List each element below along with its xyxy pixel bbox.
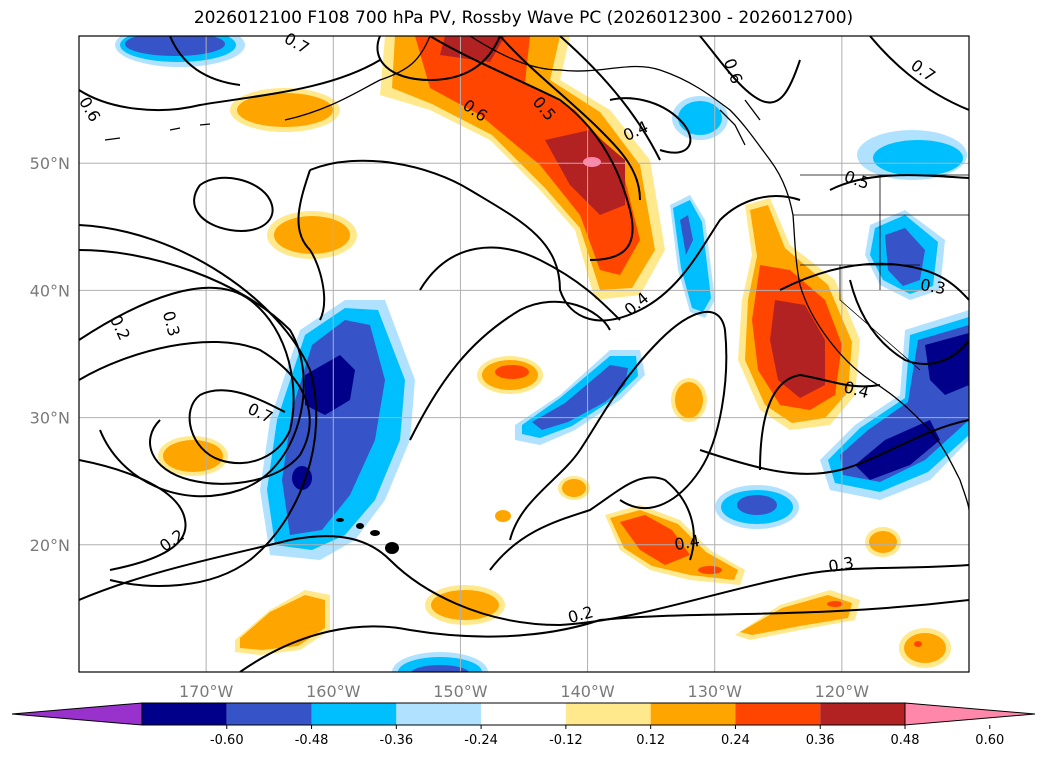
pv-contour xyxy=(499,36,641,201)
north-america-coastline xyxy=(284,36,431,121)
pv-contour xyxy=(849,279,969,365)
contour-label: 0.7 xyxy=(907,55,939,85)
lat-tick-label: 20°N xyxy=(30,536,70,555)
contour-label: 0.7 xyxy=(281,29,313,58)
colorbar-tick-label: -0.12 xyxy=(549,733,583,748)
pv-contour xyxy=(79,224,318,587)
colorbar: -0.60 -0.48 -0.36 -0.24 -0.12 0.12 0.24 0.36 0.4… xyxy=(11,702,1036,748)
longitude-ticks: 170°W 160°W 150°W 140°W 130°W 120°W xyxy=(179,682,869,701)
pv-contour xyxy=(489,476,695,571)
pv-contour xyxy=(409,300,611,441)
graticule xyxy=(79,36,969,672)
colorbar-tick-label: 0.60 xyxy=(975,733,1004,748)
map-title: 2026012100 F108 700 hPa PV, Rossby Wave … xyxy=(193,8,854,28)
coastlines xyxy=(104,36,969,511)
map-frame xyxy=(78,35,970,673)
pv-contour xyxy=(239,599,969,672)
colorbar-swatch xyxy=(650,703,736,725)
pv-contour xyxy=(309,159,801,322)
pv-contour xyxy=(829,174,969,191)
pv-contour xyxy=(429,36,634,261)
pv-contour xyxy=(699,36,801,104)
pv-contour xyxy=(559,36,661,161)
state-borders xyxy=(793,174,969,371)
pv-contour xyxy=(297,169,326,321)
pv-contour xyxy=(509,311,728,541)
colorbar-tick-label: -0.36 xyxy=(380,733,414,748)
pv-contour xyxy=(869,36,969,111)
pv-contour xyxy=(759,373,881,471)
colorbar-tick-label: -0.60 xyxy=(210,733,244,748)
colorbar-swatch xyxy=(226,703,312,725)
pv-contour xyxy=(609,97,692,154)
lon-tick-label: 170°W xyxy=(179,682,234,701)
contour-label: 0.5 xyxy=(842,167,872,194)
colorbar-swatch xyxy=(142,703,227,725)
colorbar-min-extension xyxy=(11,702,143,726)
island xyxy=(336,518,344,522)
contour-label: 0.2 xyxy=(156,525,188,555)
contour-label: 0.3 xyxy=(919,275,947,298)
lon-tick-label: 150°W xyxy=(433,682,488,701)
colorbar-tick-label: -0.24 xyxy=(464,733,498,748)
contour-label: 0.3 xyxy=(827,553,855,576)
colorbar-tick-label: 0.48 xyxy=(891,733,920,748)
pv-contour xyxy=(79,459,187,571)
island xyxy=(104,99,761,146)
contour-label: 0.6 xyxy=(720,56,747,86)
colorbar-swatch xyxy=(311,703,397,725)
lon-tick-label: 120°W xyxy=(815,682,870,701)
pv-contour xyxy=(193,176,274,232)
colorbar-max-extension xyxy=(904,702,1036,726)
colorbar-tick-label: -0.48 xyxy=(295,733,329,748)
colorbar-frame xyxy=(141,702,906,726)
pv-contour xyxy=(79,286,295,465)
lon-tick-label: 130°W xyxy=(688,682,743,701)
pv-contour xyxy=(419,246,621,321)
colorbar-tick-label: 0.12 xyxy=(636,733,665,748)
contour-label: 0.2 xyxy=(106,312,134,343)
pv-contour xyxy=(79,59,381,111)
north-america-coastline xyxy=(469,36,969,511)
pv-contours xyxy=(79,36,969,672)
colorbar-tick-label: 0.36 xyxy=(806,733,835,748)
colorbar-tick-label: 0.24 xyxy=(721,733,750,748)
contour-label: 0.3 xyxy=(159,309,184,339)
lat-tick-label: 40°N xyxy=(30,281,70,300)
lon-tick-label: 160°W xyxy=(306,682,361,701)
latitude-ticks: 20°N 30°N 40°N 50°N xyxy=(30,154,70,555)
colorbar-swatch xyxy=(735,703,821,725)
pv-contour xyxy=(699,419,969,475)
anomaly-shading xyxy=(115,36,969,672)
contour-label: 0.4 xyxy=(673,531,701,554)
pv-contour xyxy=(79,535,969,627)
lat-tick-label: 30°N xyxy=(30,409,70,428)
colorbar-swatch xyxy=(820,703,905,725)
colorbar-swatch xyxy=(396,703,482,725)
pv-contour xyxy=(79,340,311,485)
hawaii-islands xyxy=(336,518,399,554)
lon-tick-label: 140°W xyxy=(560,682,615,701)
lat-tick-label: 50°N xyxy=(30,154,70,173)
pv-contour xyxy=(169,36,241,86)
colorbar-swatch xyxy=(565,703,651,725)
pv-contour xyxy=(376,36,501,82)
colorbar-swatch xyxy=(481,703,566,725)
